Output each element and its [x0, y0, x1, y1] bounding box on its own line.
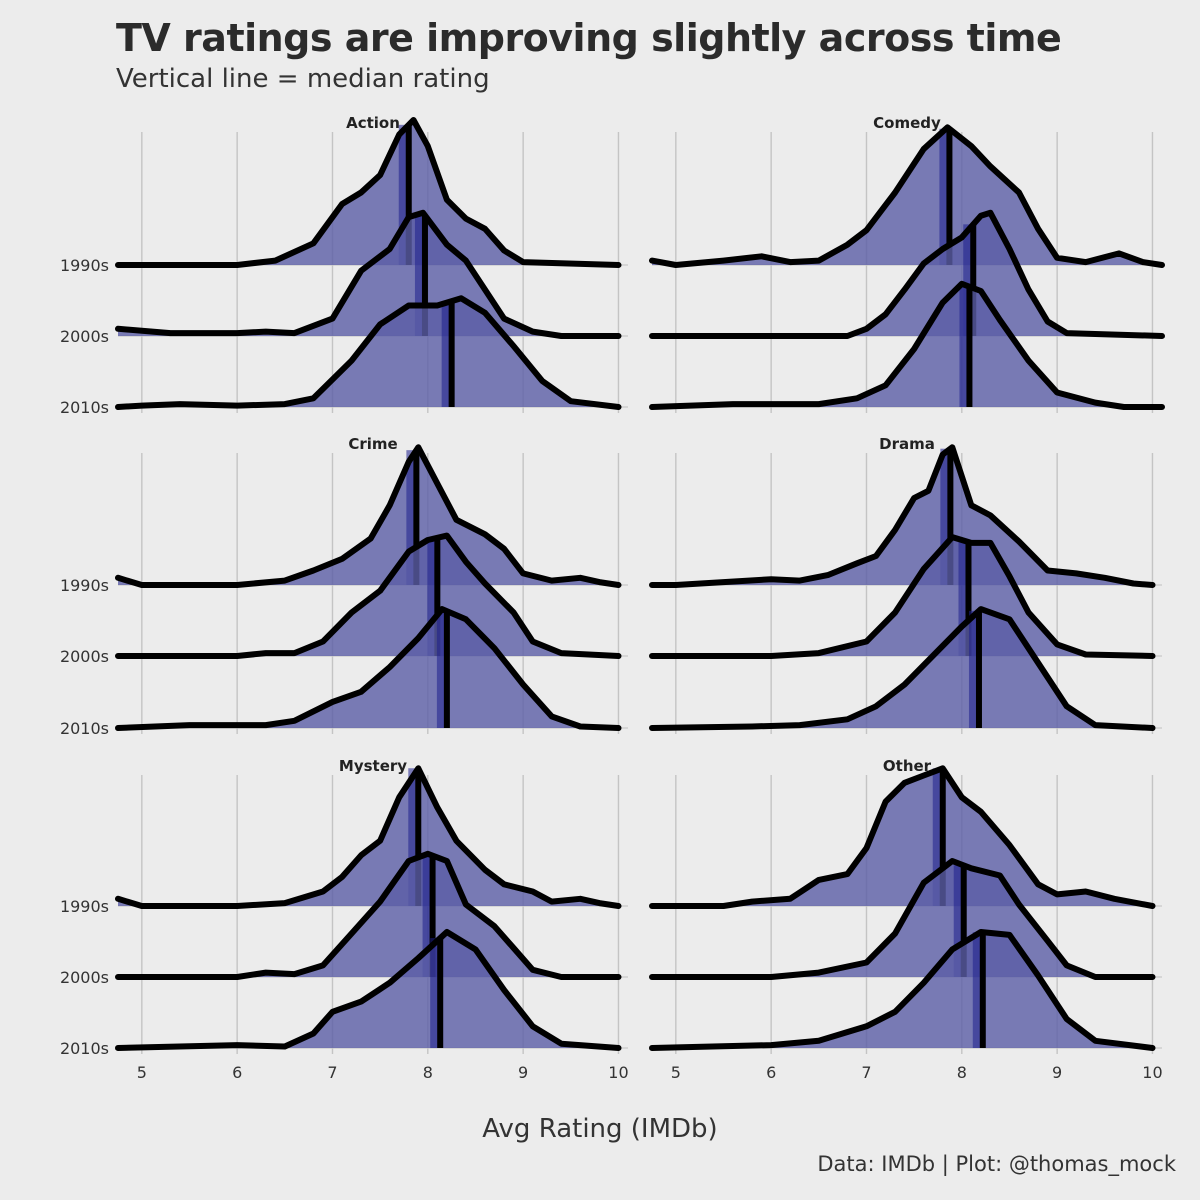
median-shade: [939, 128, 950, 265]
ridge-1990s: [649, 444, 1156, 588]
y-tick-label: 2010s: [60, 398, 109, 417]
median-shade: [427, 537, 438, 656]
density-line: [649, 444, 1156, 588]
panel-comedy: Comedy: [649, 114, 1165, 413]
median-shade: [422, 855, 433, 977]
density-line: [649, 858, 1156, 980]
ridge-1990s: [115, 117, 622, 268]
ridge-1990s: [115, 444, 622, 588]
median-shade: [953, 865, 964, 977]
median-shade: [958, 542, 969, 656]
density-line: [115, 444, 622, 588]
y-tick-label: 2000s: [60, 968, 109, 987]
ridge-2010s: [115, 295, 622, 410]
density-area: [118, 535, 619, 656]
density-line: [649, 929, 1156, 1051]
x-tick-label: 6: [232, 1063, 242, 1082]
density-line: [649, 124, 1165, 268]
density-line: [649, 209, 1165, 339]
ridge-2010s: [649, 280, 1165, 410]
caption: Data: IMDb | Plot: @thomas_mock: [817, 1152, 1176, 1176]
strip-title: Action: [346, 114, 400, 132]
chart-subtitle: Vertical line = median rating: [116, 64, 490, 94]
y-tick-label: 1990s: [60, 256, 109, 275]
median-shade: [940, 448, 951, 585]
x-tick-label: 5: [137, 1063, 147, 1082]
panel-mystery: Mystery 1990s 2000s 2010s 5 6 7 8 9 10: [60, 757, 629, 1082]
median-shade: [963, 224, 974, 336]
panel-other: Other 5 6 7 8 9 10: [649, 757, 1163, 1082]
y-tick-label: 1990s: [60, 576, 109, 595]
ridge-2010s: [649, 606, 1156, 731]
ridge-1990s: [649, 124, 1165, 268]
density-line: [649, 534, 1156, 659]
density-line: [115, 295, 622, 410]
density-area: [652, 537, 1153, 656]
density-line: [115, 209, 622, 339]
panel-drama: Drama: [649, 435, 1162, 734]
strip-title: Other: [883, 757, 932, 775]
x-axis-label: Avg Rating (IMDb): [482, 1114, 718, 1144]
density-area: [118, 609, 619, 728]
ridge-2010s: [649, 929, 1156, 1051]
density-line: [115, 929, 622, 1051]
chart-title: TV ratings are improving slightly across…: [116, 16, 1062, 60]
density-area: [652, 861, 1153, 977]
ridge-1990s: [115, 765, 622, 909]
x-tick-label: 5: [671, 1063, 681, 1082]
x-tick-label: 6: [766, 1063, 776, 1082]
y-tick-label: 2010s: [60, 719, 109, 738]
median-shade: [408, 768, 419, 906]
ridge-2010s: [115, 929, 622, 1051]
x-tick-label: 7: [327, 1063, 337, 1082]
median-shade: [430, 938, 441, 1048]
ridge-1990s: [649, 765, 1156, 909]
density-area: [118, 768, 619, 906]
median-shade: [414, 215, 425, 336]
density-line: [115, 850, 622, 980]
density-line: [649, 280, 1165, 410]
strip-title: Comedy: [873, 114, 941, 132]
x-tick-label: 10: [608, 1063, 628, 1082]
density-area: [652, 609, 1153, 728]
x-tick-label: 9: [1052, 1063, 1062, 1082]
y-tick-label: 2010s: [60, 1039, 109, 1058]
x-tick-label: 8: [957, 1063, 967, 1082]
y-tick-label: 2000s: [60, 327, 109, 346]
density-line: [115, 606, 622, 731]
median-shade: [406, 450, 417, 585]
median-shade: [932, 768, 943, 906]
density-area: [118, 932, 619, 1048]
x-tick-label: 9: [518, 1063, 528, 1082]
median-shade: [968, 610, 979, 728]
strip-title: Mystery: [339, 757, 407, 775]
y-tick-label: 2000s: [60, 647, 109, 666]
density-area: [118, 120, 619, 265]
median-shade: [398, 124, 409, 265]
x-tick-label: 10: [1142, 1063, 1162, 1082]
strip-title: Crime: [348, 435, 397, 453]
strip-title: Drama: [879, 435, 935, 453]
panel-action: Action 1990s 2000s 2010s: [60, 114, 628, 417]
x-tick-label: 7: [861, 1063, 871, 1082]
x-tick-label: 8: [423, 1063, 433, 1082]
ridge-2010s: [115, 606, 622, 731]
median-shade: [436, 611, 447, 728]
median-shade: [441, 301, 452, 407]
y-tick-label: 1990s: [60, 897, 109, 916]
median-shade: [972, 932, 983, 1048]
density-line: [649, 606, 1156, 731]
density-area: [652, 283, 1162, 407]
density-line: [649, 765, 1156, 909]
density-area: [652, 127, 1162, 265]
density-area: [118, 447, 619, 585]
panel-crime: Crime 1990s 2000s 2010s: [60, 435, 628, 738]
density-line: [115, 532, 622, 659]
median-shade: [959, 286, 970, 407]
